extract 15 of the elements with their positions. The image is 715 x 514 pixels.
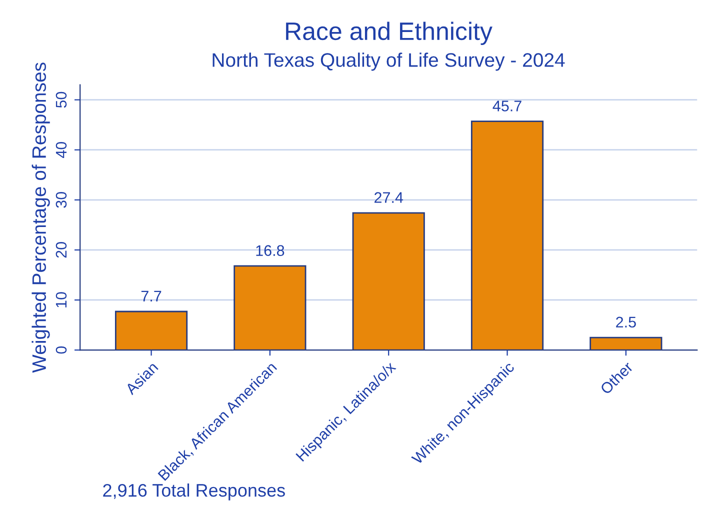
data-label: 7.7 [141,290,162,302]
y-tick-label: 20 [56,242,67,258]
chart-title: Race and Ethnicity [286,22,492,46]
text: 2,916 Total Responses [103,483,285,500]
y-tick-label: 10 [56,292,67,308]
data-label: 16.8 [256,245,284,256]
y-tick-label: 50 [56,92,67,108]
y-axis-title: Weighted Percentage of Responses [32,62,50,373]
y-tick-label: 30 [56,192,67,208]
data-label: 2.5 [616,316,636,328]
data-label: 27.4 [374,192,404,203]
y-tick-label: 40 [56,142,67,158]
chart-subtitle: North Texas Quality of Life Survey - 2024 [212,52,565,71]
data-label: 45.7 [492,100,522,112]
y-tick-label: 0 [56,346,67,354]
